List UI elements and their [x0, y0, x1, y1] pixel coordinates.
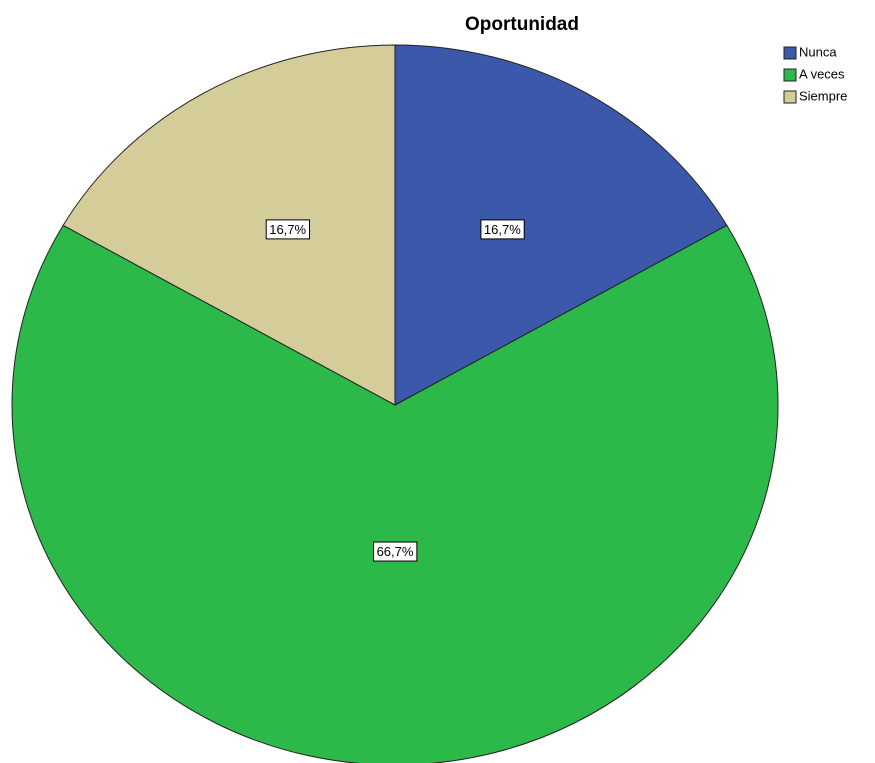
legend-swatch: [783, 68, 797, 82]
legend-label: A veces: [799, 66, 845, 81]
value-label: 16,7%: [480, 219, 525, 240]
value-label: 66,7%: [373, 541, 418, 562]
pie-slice: [11, 224, 779, 763]
value-label: 16,7%: [265, 219, 311, 240]
value-label-text: 16,7%: [269, 222, 306, 237]
legend-swatch: [783, 46, 797, 60]
pie-slice: [62, 44, 396, 406]
pie-slice: [394, 44, 728, 406]
legend-label: Siempre: [799, 88, 847, 103]
value-label-box: [373, 541, 418, 562]
legend-label: Nunca: [799, 44, 837, 59]
value-label-text: 66,7%: [377, 544, 414, 559]
value-label-box: [480, 219, 525, 240]
legend-swatch: [783, 90, 797, 104]
value-label-text: 16,7%: [484, 222, 521, 237]
value-label-box: [265, 219, 311, 240]
chart-title: Oportunidad: [465, 14, 579, 35]
